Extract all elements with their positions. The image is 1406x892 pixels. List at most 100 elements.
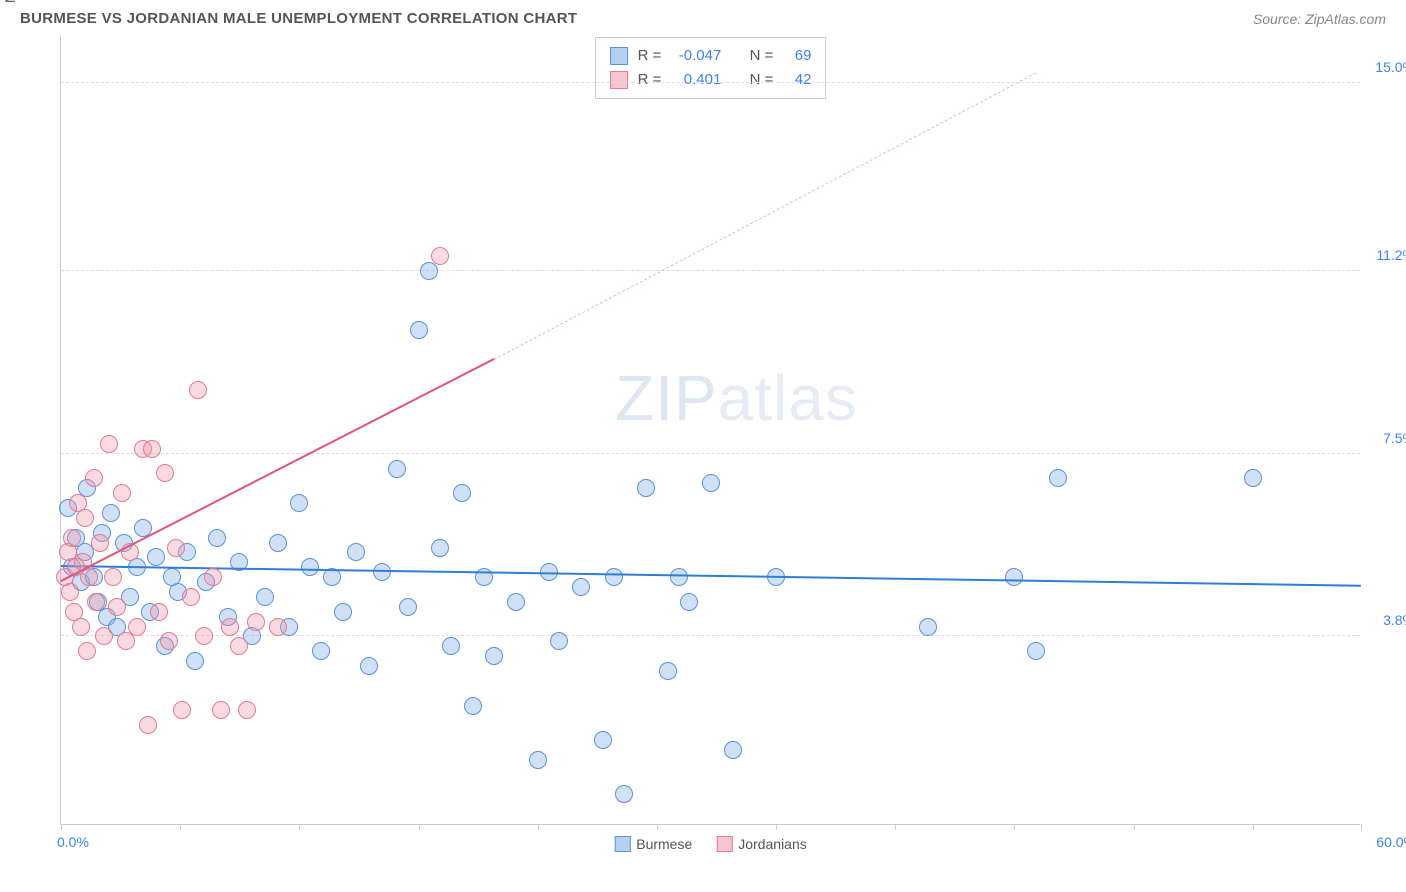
- data-point: [605, 568, 623, 586]
- n-label: N =: [750, 68, 774, 92]
- gridline: [61, 453, 1360, 454]
- x-tick: [61, 824, 62, 830]
- legend-label: Burmese: [636, 836, 692, 852]
- legend-swatch: [614, 836, 630, 852]
- data-point: [724, 741, 742, 759]
- data-point: [1049, 469, 1067, 487]
- x-tick: [1361, 824, 1362, 830]
- x-tick: [1253, 824, 1254, 830]
- data-point: [269, 618, 287, 636]
- data-point: [464, 697, 482, 715]
- data-point: [507, 593, 525, 611]
- data-point: [212, 701, 230, 719]
- data-point: [143, 440, 161, 458]
- x-tick: [419, 824, 420, 830]
- legend-item: Jordanians: [716, 836, 807, 852]
- data-point: [702, 474, 720, 492]
- data-point: [680, 593, 698, 611]
- data-point: [334, 603, 352, 621]
- data-point: [659, 662, 677, 680]
- data-point: [182, 588, 200, 606]
- y-tick-label: 15.0%: [1375, 59, 1406, 75]
- watermark: ZIPatlas: [615, 361, 858, 435]
- data-point: [615, 785, 633, 803]
- data-point: [442, 637, 460, 655]
- data-point: [128, 618, 146, 636]
- stats-row: R = -0.047 N = 69: [610, 44, 812, 68]
- x-axis-max-label: 60.0%: [1376, 834, 1406, 850]
- data-point: [85, 469, 103, 487]
- data-point: [410, 321, 428, 339]
- watermark-bold: ZIP: [615, 362, 718, 434]
- data-point: [420, 262, 438, 280]
- data-point: [108, 598, 126, 616]
- trend-line-dashed: [494, 73, 1036, 360]
- data-point: [360, 657, 378, 675]
- r-value: -0.047: [671, 44, 721, 68]
- header: BURMESE VS JORDANIAN MALE UNEMPLOYMENT C…: [0, 0, 1406, 35]
- data-point: [453, 484, 471, 502]
- r-value: 0.401: [671, 68, 721, 92]
- r-label: R =: [638, 44, 662, 68]
- y-tick-label: 7.5%: [1383, 430, 1406, 446]
- data-point: [594, 731, 612, 749]
- data-point: [431, 247, 449, 265]
- data-point: [113, 484, 131, 502]
- legend: Burmese Jordanians: [614, 836, 807, 852]
- data-point: [76, 509, 94, 527]
- watermark-light: atlas: [718, 362, 858, 434]
- stats-swatch: [610, 71, 628, 89]
- source-attribution: Source: ZipAtlas.com: [1253, 11, 1386, 27]
- data-point: [529, 751, 547, 769]
- data-point: [78, 642, 96, 660]
- data-point: [399, 598, 417, 616]
- data-point: [269, 534, 287, 552]
- stats-row: R =0.401 N =42: [610, 68, 812, 92]
- data-point: [189, 381, 207, 399]
- legend-item: Burmese: [614, 836, 692, 852]
- x-axis-min-label: 0.0%: [57, 834, 89, 850]
- trend-line: [61, 565, 1361, 587]
- data-point: [637, 479, 655, 497]
- x-tick: [776, 824, 777, 830]
- data-point: [139, 716, 157, 734]
- data-point: [104, 568, 122, 586]
- data-point: [290, 494, 308, 512]
- data-point: [256, 588, 274, 606]
- data-point: [238, 701, 256, 719]
- r-label: R =: [638, 68, 662, 92]
- data-point: [204, 568, 222, 586]
- x-tick: [657, 824, 658, 830]
- data-point: [160, 632, 178, 650]
- data-point: [230, 637, 248, 655]
- data-point: [550, 632, 568, 650]
- data-point: [485, 647, 503, 665]
- x-tick: [538, 824, 539, 830]
- legend-label: Jordanians: [738, 836, 807, 852]
- data-point: [431, 539, 449, 557]
- y-tick-label: 11.2%: [1376, 247, 1406, 263]
- data-point: [147, 548, 165, 566]
- data-point: [61, 583, 79, 601]
- data-point: [91, 534, 109, 552]
- data-point: [1027, 642, 1045, 660]
- data-point: [63, 529, 81, 547]
- data-point: [150, 603, 168, 621]
- x-tick: [1014, 824, 1015, 830]
- chart-title: BURMESE VS JORDANIAN MALE UNEMPLOYMENT C…: [20, 10, 577, 27]
- data-point: [1005, 568, 1023, 586]
- n-label: N =: [750, 44, 774, 68]
- y-tick-label: 3.8%: [1383, 612, 1406, 628]
- gridline: [61, 82, 1360, 83]
- data-point: [221, 618, 239, 636]
- n-value: 69: [783, 44, 811, 68]
- legend-swatch: [716, 836, 732, 852]
- data-point: [1244, 469, 1262, 487]
- data-point: [186, 652, 204, 670]
- x-tick: [299, 824, 300, 830]
- data-point: [100, 435, 118, 453]
- data-point: [72, 618, 90, 636]
- stats-swatch: [610, 47, 628, 65]
- x-tick: [1134, 824, 1135, 830]
- data-point: [312, 642, 330, 660]
